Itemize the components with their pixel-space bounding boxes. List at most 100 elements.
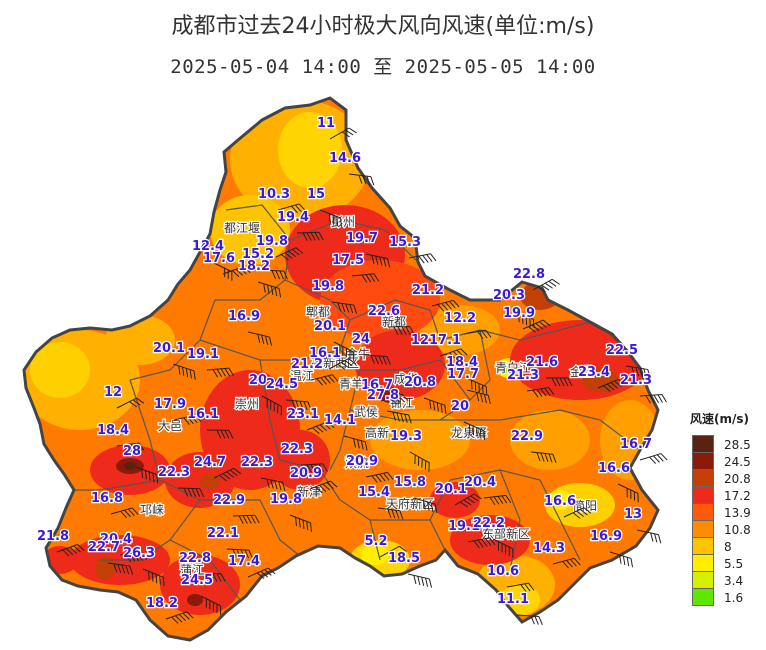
legend-tick-label: 20.8 (724, 472, 751, 486)
legend-title: 风速(m/s) (690, 412, 749, 426)
wind-barb (516, 614, 543, 625)
wind-barb (277, 203, 306, 214)
wind-barb (343, 435, 368, 451)
legend: 风速(m/s) 28.5 24.5 20.8 17.2 13.9 10.8 8 5.5 3.4 1… (690, 410, 760, 606)
wind-barb (532, 278, 560, 293)
station-wind-value: 22.8 (513, 267, 545, 282)
wind-barb (617, 483, 639, 503)
station-wind-value: 19.7 (346, 231, 378, 246)
station-wind-value: 22.6 (368, 304, 400, 319)
wind-barb (530, 451, 557, 463)
station-wind-value: 17.9 (154, 397, 186, 412)
wind-barb (380, 393, 409, 405)
station-wind-value: 24.5 (181, 573, 213, 588)
wind-barb (261, 269, 289, 280)
station-wind-value: 14.3 (533, 541, 565, 556)
station-wind-value: 19.8 (256, 234, 288, 249)
wind-barb (296, 231, 324, 241)
station-wind-value: 5.2 (364, 534, 387, 549)
wind-barb (365, 471, 394, 484)
station-wind-value: 19.8 (312, 279, 344, 294)
wind-barb (546, 377, 573, 387)
wind-barb (639, 453, 668, 464)
station-wind-value: 20 (249, 373, 267, 388)
station-wind-value: 15 (307, 187, 325, 202)
legend-swatch (692, 452, 714, 470)
wind-barb (285, 399, 312, 411)
station-wind-value: 24.5 (266, 377, 298, 392)
map-title: 成都市过去24小时极大风向风速(单位:m/s) (171, 14, 595, 39)
wind-barb (379, 545, 407, 558)
district-label: 温江 (290, 369, 314, 383)
station-wind-value: 21.6 (526, 355, 558, 370)
legend-tick-label: 3.4 (724, 574, 744, 588)
wind-barb (56, 544, 85, 557)
wind-barb (173, 414, 202, 425)
wind-barb (387, 326, 415, 336)
legend-swatch (692, 486, 714, 504)
wind-barb (119, 552, 148, 563)
wind-barb (261, 395, 282, 416)
wind-barb (463, 329, 492, 340)
legend-tick-label: 28.5 (724, 438, 751, 452)
wind-barb (206, 367, 235, 378)
wind-barb (413, 497, 438, 513)
wind-barb (377, 507, 404, 520)
station-wind-value: 22.3 (281, 442, 313, 457)
wind-barb (116, 397, 145, 409)
station-values: 11 14.6 10.3 15 19.4 19.8 19.7 15.3 12.4 15.2 17.6… (36, 115, 654, 613)
wind-barb (522, 319, 551, 333)
station-wind-value: 22.5 (606, 343, 638, 358)
wind-barb (467, 537, 496, 549)
station-wind-value: 14.6 (329, 151, 361, 166)
district-label: 武侯 (354, 405, 378, 419)
wind-barb (319, 209, 342, 227)
district-label: 新都 (382, 314, 406, 329)
legend-tick-label: 10.8 (724, 523, 751, 537)
legend-tick-label: 1.6 (724, 591, 744, 605)
wind-barb (206, 429, 234, 439)
station-wind-value: 16.9 (228, 309, 260, 324)
station-wind-value: 23.1 (287, 407, 319, 422)
legend-swatch (692, 588, 714, 606)
wind-barb (247, 331, 273, 346)
station-wind-value: 18.4 (97, 423, 129, 438)
district-label: 崇州 (235, 397, 259, 411)
wind-barb (226, 548, 254, 559)
wind-barb (439, 348, 468, 361)
legend-swatch (692, 537, 714, 555)
station-wind-value: 21.3 (507, 368, 539, 383)
wind-barb (625, 365, 651, 379)
wind-barb (309, 480, 338, 494)
wind-barb (609, 551, 634, 568)
station-wind-value: 24 (352, 332, 370, 347)
wind-barb (463, 421, 485, 440)
wind-barb (211, 261, 233, 281)
station-wind-value: 19.1 (187, 347, 219, 362)
district-label: 邛崃 (140, 503, 164, 517)
station-wind-value: 23.4 (578, 365, 610, 380)
wind-barb (407, 573, 433, 588)
wind-barb (408, 253, 437, 264)
district-label: 大邑 (158, 419, 182, 433)
legend-swatch (692, 503, 714, 521)
station-wind-value: 20.1 (153, 341, 185, 356)
wind-barb (328, 358, 357, 370)
station-wind-value: 19.3 (390, 429, 422, 444)
wind-barb (116, 442, 145, 453)
station-wind-value: 13 (624, 507, 642, 522)
station-wind-value: 12.4 (192, 239, 224, 254)
station-wind-value: 22.9 (213, 493, 245, 508)
wind-barb (110, 507, 139, 519)
wind-barb (257, 281, 282, 298)
wind-barb (172, 363, 196, 380)
station-wind-value: 10.6 (487, 564, 519, 579)
station-wind-value: 22.9 (511, 429, 543, 444)
wind-barb (526, 387, 555, 398)
station-wind-value: 20.1 (314, 319, 346, 334)
legend-swatch (692, 520, 714, 538)
district-label: 青白江 (495, 360, 531, 375)
station-wind-value: 17.5 (332, 253, 364, 268)
